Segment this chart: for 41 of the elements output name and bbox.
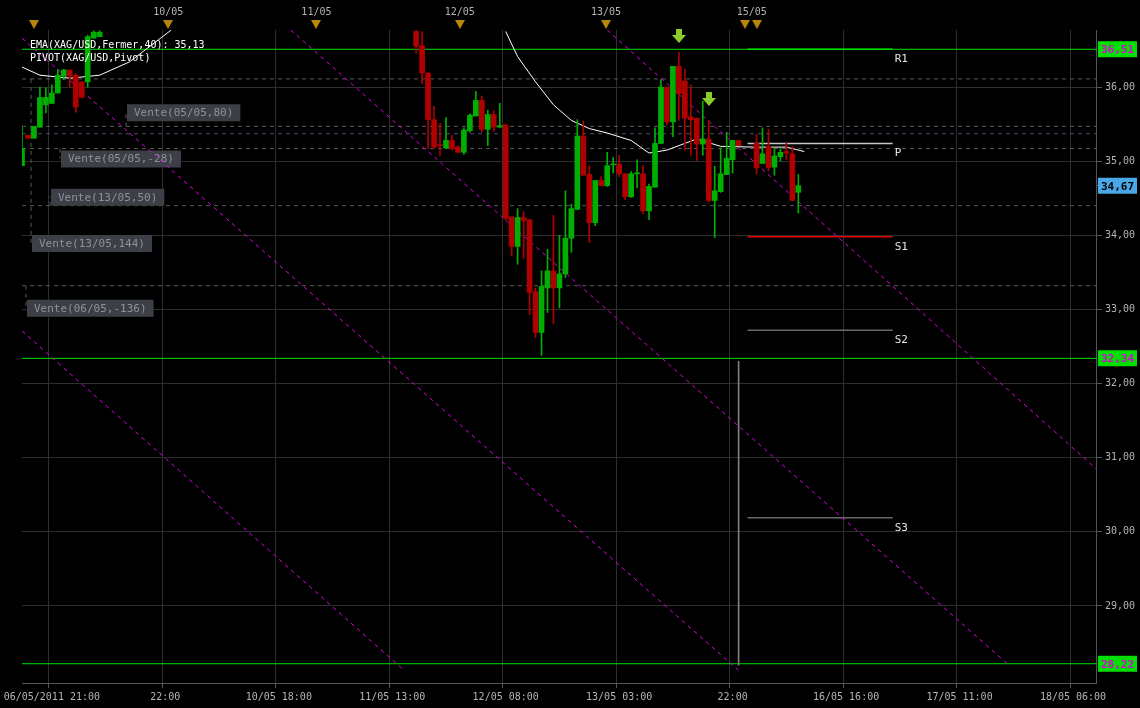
ref-line-label: 36,51	[1100, 43, 1135, 57]
ref-line-label: Vente(13/05,144)	[39, 236, 145, 250]
y-tick-label: 35,00	[1104, 154, 1136, 166]
y-tick-label: 31,00	[1104, 451, 1136, 463]
x-tick-label: 17/05 11:00	[926, 690, 993, 702]
candlestick	[496, 103, 503, 129]
y-tick-label: 30,00	[1104, 525, 1136, 537]
y-tick-label: 33,00	[1104, 303, 1136, 315]
y-tick-label: 29,00	[1104, 599, 1136, 611]
ref-line-label: 28,22	[1100, 657, 1135, 671]
ref-line-label: R1	[894, 52, 908, 66]
ref-line-label: Vente(13/05,50)	[58, 190, 158, 204]
x-tick-label: 12/05 08:00	[472, 690, 539, 702]
candlestick	[443, 117, 449, 149]
ref-line-label: S2	[894, 333, 908, 347]
x-tick-label: 22:00	[150, 690, 181, 702]
y-tick-label: 36,00	[1104, 80, 1136, 92]
x-tick-label: 13/05 03:00	[586, 690, 653, 702]
text: 10/05	[153, 5, 184, 17]
ref-line-label: P	[894, 146, 902, 160]
ref-line-label: 32,34	[1100, 352, 1135, 366]
ref-line-label: S3	[894, 520, 908, 534]
ref-line-label: S1	[894, 239, 908, 253]
y-tick-label: 34,00	[1104, 228, 1136, 240]
legend-label: Vente(05/05,-28)	[68, 152, 174, 166]
x-tick-label: 11/05 13:00	[359, 690, 426, 702]
y-tick-label: 34,67	[1100, 179, 1135, 193]
x-tick-label: 16/05 16:00	[812, 690, 880, 702]
x-tick-label: 06/05/2011 21:00	[3, 690, 101, 702]
legend-label: Vente(05/05,80)	[134, 106, 234, 120]
text: 11/05	[301, 5, 332, 17]
y-tick-label: 32,00	[1104, 377, 1136, 389]
ref-line-label: Vente(06/05,-136)	[34, 301, 147, 315]
candlestick	[795, 174, 802, 214]
candlestick	[699, 100, 706, 156]
text: 12/05	[444, 5, 475, 17]
x-tick-label: 10/05 18:00	[245, 690, 312, 702]
text: 13/05	[590, 5, 622, 17]
x-tick-label: 18/05 06:00	[1039, 690, 1107, 702]
text: 15/05	[736, 5, 767, 17]
x-tick-label: 22:00	[717, 690, 748, 702]
